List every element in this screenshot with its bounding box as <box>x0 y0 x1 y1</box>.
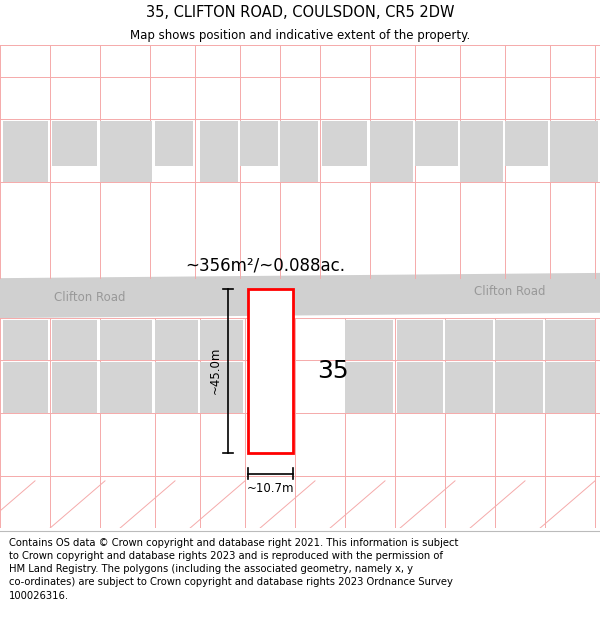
Bar <box>445 320 493 360</box>
Text: Contains OS data © Crown copyright and database right 2021. This information is : Contains OS data © Crown copyright and d… <box>9 538 458 601</box>
Text: Map shows position and indicative extent of the property.: Map shows position and indicative extent… <box>130 29 470 42</box>
Bar <box>52 362 97 413</box>
Text: 35: 35 <box>317 359 349 382</box>
Bar <box>445 362 493 413</box>
Bar <box>3 362 48 413</box>
Bar <box>3 320 48 360</box>
Bar <box>345 320 393 360</box>
Bar <box>545 362 595 413</box>
Bar <box>545 320 595 360</box>
Bar <box>397 362 443 413</box>
Text: Clifton Road: Clifton Road <box>54 291 126 304</box>
Text: ~356m²/~0.088ac.: ~356m²/~0.088ac. <box>185 256 345 274</box>
Bar <box>495 362 543 413</box>
Bar <box>322 121 367 166</box>
Bar <box>3 121 48 181</box>
Bar <box>52 121 97 166</box>
Bar <box>240 121 278 166</box>
Bar <box>345 362 393 413</box>
Bar <box>280 121 318 181</box>
Text: ~10.7m: ~10.7m <box>247 482 294 495</box>
Bar <box>415 121 458 166</box>
Bar <box>505 121 548 166</box>
Text: 35, CLIFTON ROAD, COULSDON, CR5 2DW: 35, CLIFTON ROAD, COULSDON, CR5 2DW <box>146 5 454 20</box>
Bar <box>248 289 293 452</box>
Bar <box>200 362 243 413</box>
Bar <box>100 320 152 360</box>
Bar <box>155 320 198 360</box>
Bar <box>52 320 97 360</box>
Bar <box>200 320 243 360</box>
Bar <box>155 121 193 166</box>
Bar <box>370 121 413 181</box>
Text: Clifton Road: Clifton Road <box>474 286 546 298</box>
Bar <box>460 121 503 181</box>
Bar <box>100 121 152 181</box>
Polygon shape <box>0 273 600 318</box>
Text: ~45.0m: ~45.0m <box>209 347 221 394</box>
Bar <box>155 362 198 413</box>
Bar <box>550 121 598 181</box>
Bar <box>100 362 152 413</box>
Bar <box>200 121 238 181</box>
Bar <box>495 320 543 360</box>
Bar <box>397 320 443 360</box>
